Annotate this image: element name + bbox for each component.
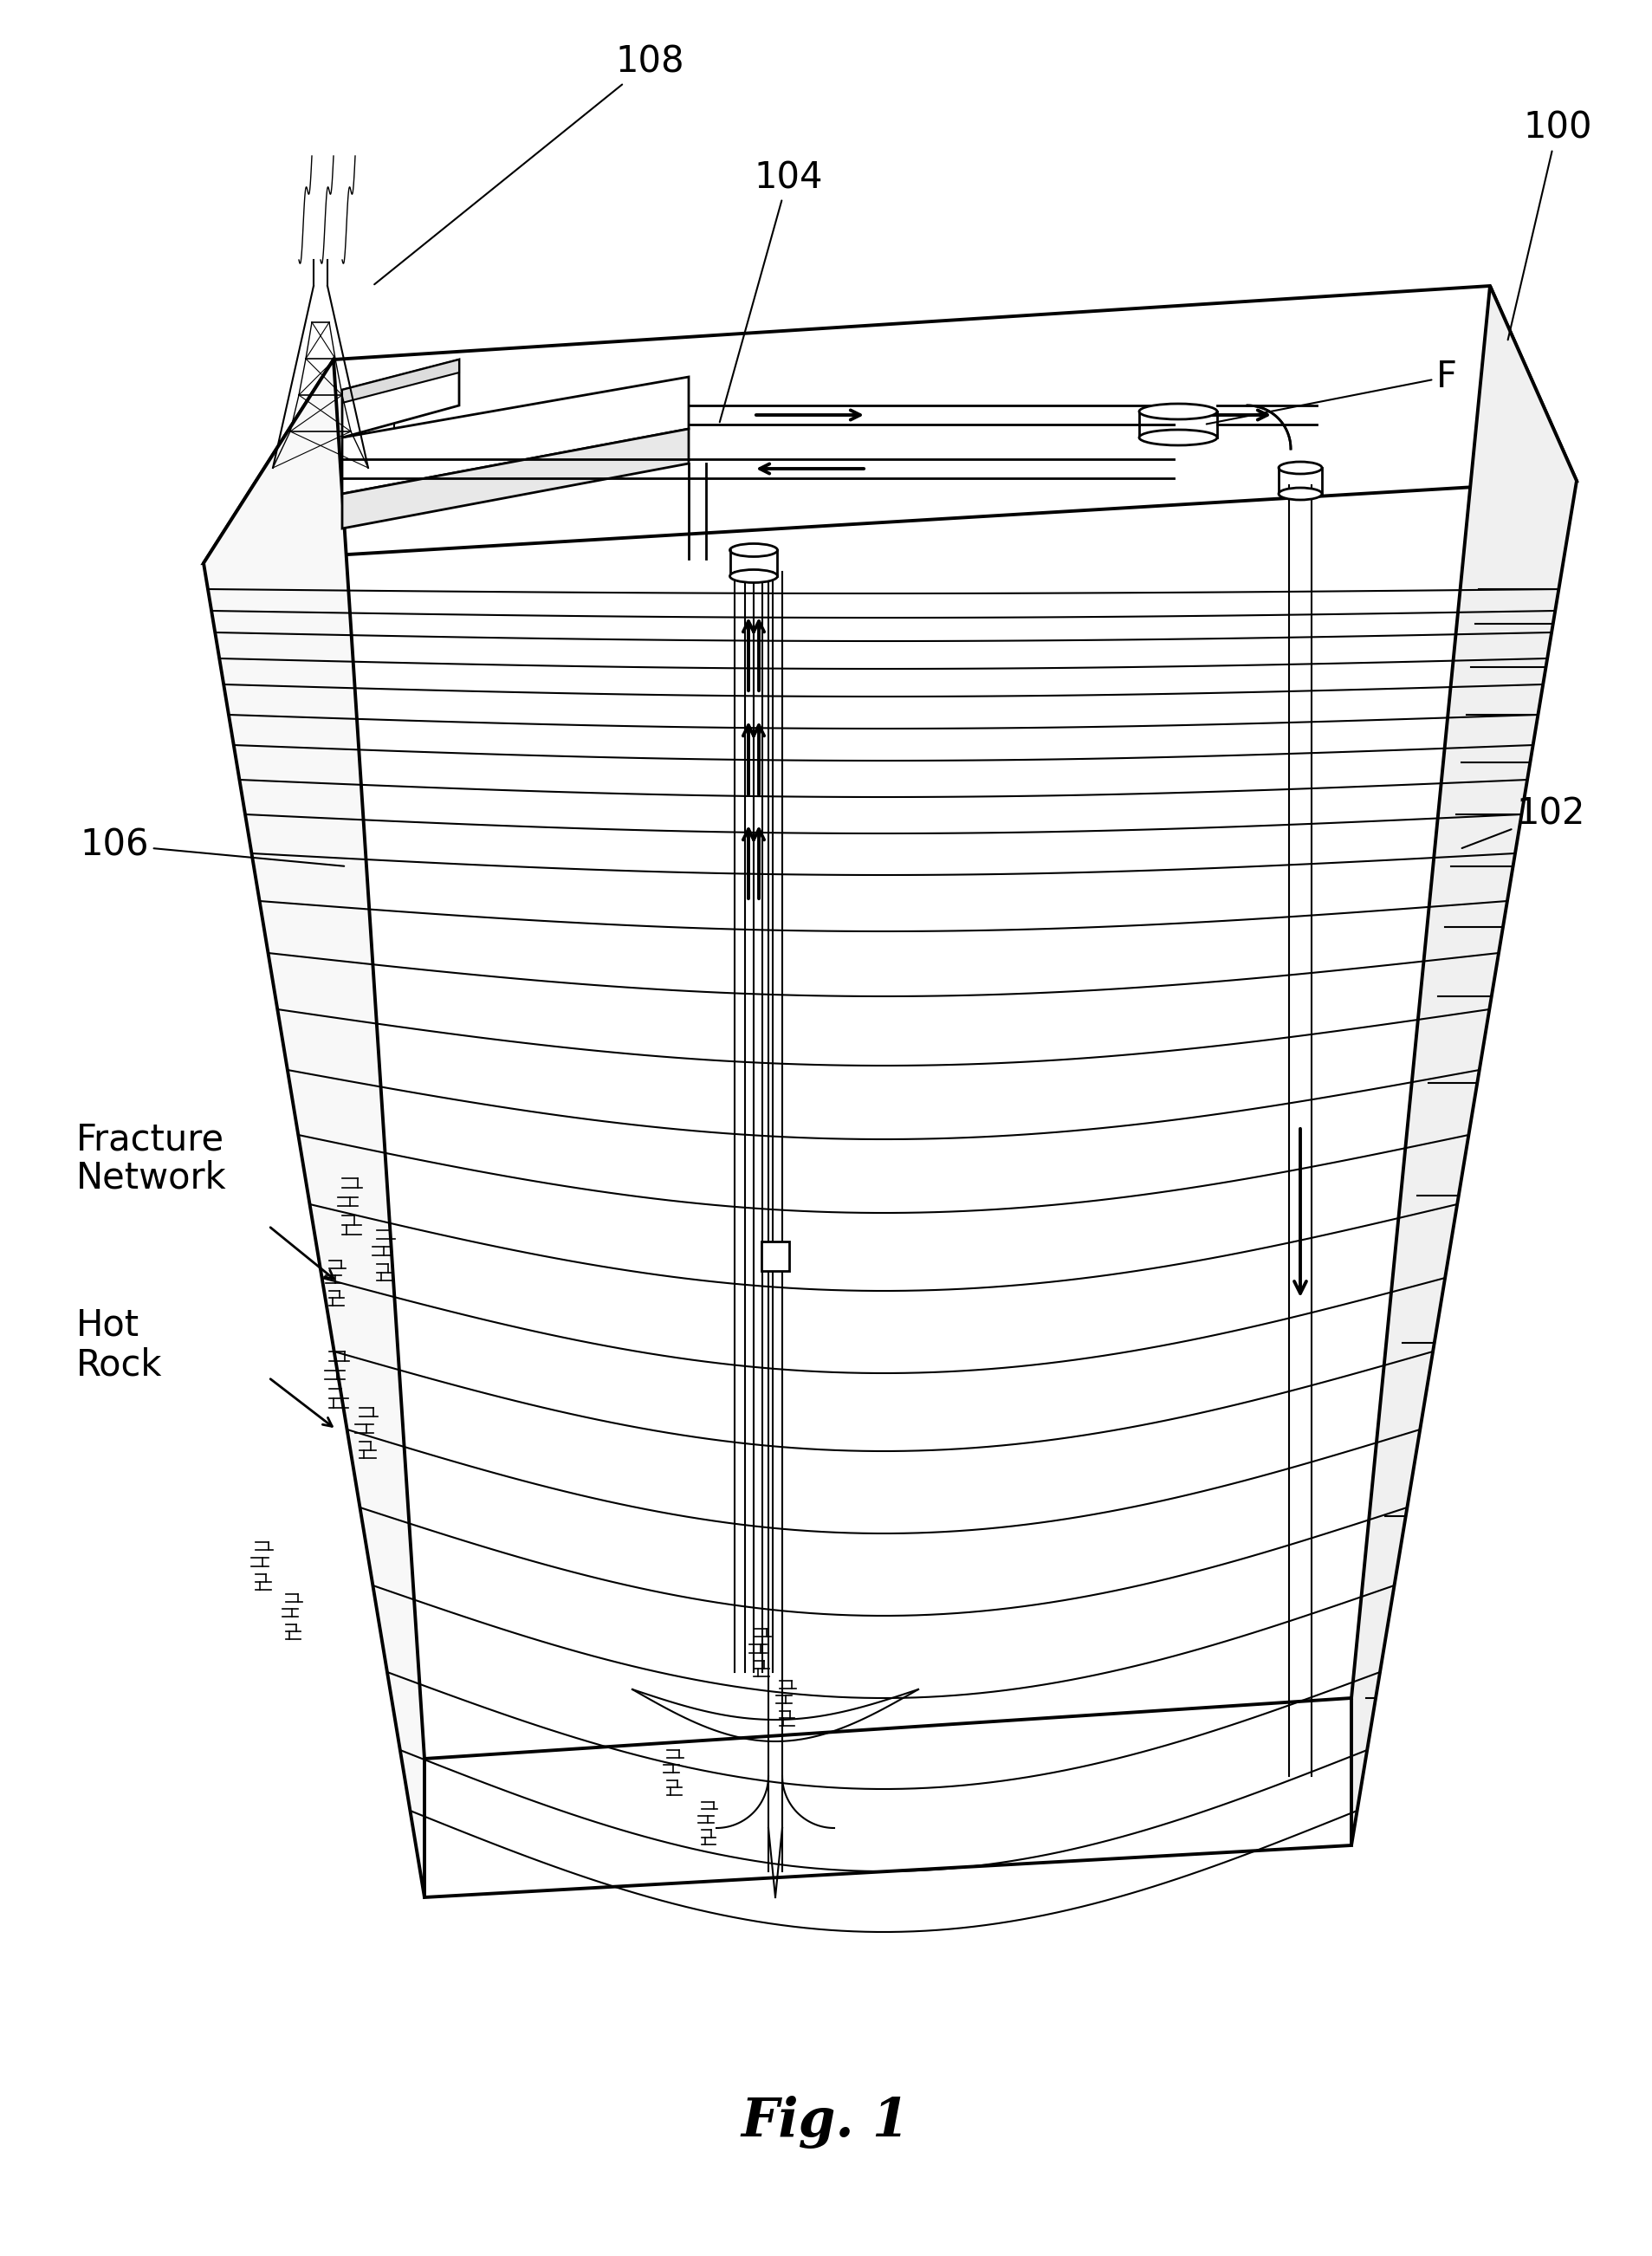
Text: Network: Network (76, 1160, 226, 1196)
Text: 106: 106 (81, 826, 344, 866)
Text: 100: 100 (1508, 111, 1593, 341)
Ellipse shape (1140, 404, 1218, 420)
Polygon shape (1351, 287, 1576, 1845)
Text: 102: 102 (1462, 796, 1584, 848)
Ellipse shape (1140, 429, 1218, 444)
Text: Hot: Hot (76, 1306, 139, 1345)
Ellipse shape (1279, 462, 1322, 474)
Text: F: F (1206, 359, 1457, 424)
Text: Fig. 1: Fig. 1 (742, 2096, 910, 2150)
Polygon shape (342, 359, 459, 438)
Polygon shape (342, 377, 689, 494)
Polygon shape (762, 1241, 790, 1270)
Text: Fracture: Fracture (76, 1121, 225, 1157)
Polygon shape (203, 359, 425, 1897)
Text: 108: 108 (375, 45, 684, 284)
Ellipse shape (730, 569, 778, 582)
Text: 104: 104 (720, 160, 823, 422)
Ellipse shape (1279, 487, 1322, 501)
Text: Rock: Rock (76, 1347, 162, 1383)
Polygon shape (342, 359, 459, 404)
Polygon shape (342, 429, 689, 528)
Polygon shape (203, 287, 1576, 564)
Ellipse shape (730, 544, 778, 557)
